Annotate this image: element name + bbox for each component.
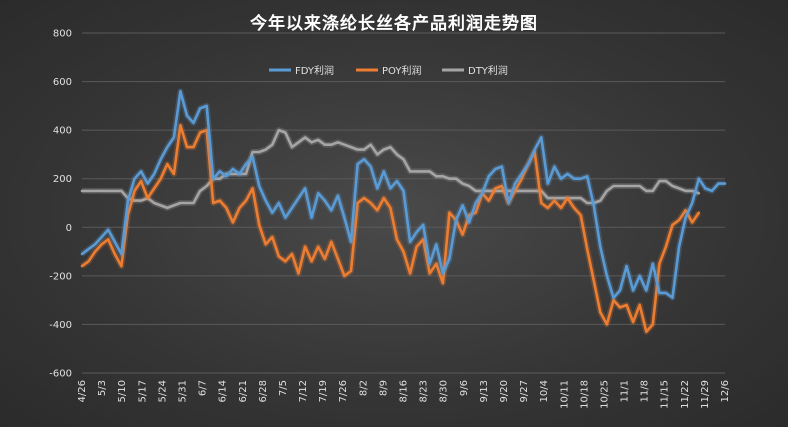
x-tick-label: 10/25 (599, 380, 610, 409)
y-tick-label: -400 (49, 320, 72, 331)
series-line (80, 90, 727, 299)
y-tick-label: -600 (49, 369, 72, 380)
series-lines (80, 88, 727, 335)
x-tick-label: 6/14 (218, 380, 229, 402)
x-tick-label: 11/29 (700, 380, 711, 409)
chart-title: 今年以来涤纶长丝各产品利润走势图 (250, 13, 538, 34)
y-tick-label: -200 (49, 271, 72, 282)
x-tick-label: 8/23 (419, 380, 430, 402)
x-tick-label: 6/7 (198, 380, 209, 396)
series-glow (80, 122, 702, 335)
y-tick-label: 200 (53, 174, 72, 185)
x-axis-ticks: 4/26 5/3 5/10 5/17 5/24 5/31 6/7 6/14 6/21 6/28 7/… (77, 380, 731, 409)
x-tick-label: 9/20 (499, 380, 510, 402)
x-tick-label: 9/27 (519, 380, 530, 402)
x-tick-label: 7/12 (298, 380, 309, 402)
x-tick-label: 10/18 (579, 380, 590, 409)
y-tick-label: 0 (66, 223, 72, 234)
y-axis-ticks: -600 -400 -200 0 200 400 600 800 (49, 29, 72, 380)
x-tick-label: 9/6 (459, 380, 470, 396)
x-tick-label: 8/16 (399, 380, 410, 402)
y-tick-label: 600 (53, 77, 72, 88)
y-tick-label: 400 (53, 126, 72, 137)
legend-label: POY利润 (382, 64, 421, 77)
x-tick-label: 7/5 (278, 380, 289, 396)
x-tick-label: 7/19 (318, 380, 329, 402)
x-tick-label: 8/30 (439, 380, 450, 402)
legend-label: DTY利润 (468, 64, 508, 77)
x-tick-label: 5/24 (157, 380, 168, 402)
x-tick-label: 10/11 (559, 380, 570, 409)
x-tick-label: 11/1 (620, 380, 631, 402)
grid-lines (82, 32, 725, 374)
legend-label: FDY利润 (295, 64, 334, 77)
legend: FDY利润 POY利润 DTY利润 (269, 64, 508, 77)
x-tick-label: 11/22 (680, 380, 691, 409)
y-tick-label: 800 (53, 29, 72, 40)
x-tick-label: 4/26 (77, 380, 88, 402)
x-tick-label: 7/26 (338, 380, 349, 402)
x-tick-label: 6/21 (238, 380, 249, 402)
series-line (80, 124, 701, 333)
x-tick-label: 5/31 (177, 380, 188, 402)
x-tick-label: 5/10 (117, 380, 128, 402)
x-tick-label: 12/6 (720, 380, 731, 402)
x-tick-label: 8/9 (378, 380, 389, 396)
x-tick-label: 8/2 (358, 380, 369, 396)
x-tick-label: 6/28 (258, 380, 269, 402)
x-tick-label: 9/13 (479, 380, 490, 402)
x-tick-label: 5/17 (137, 380, 148, 402)
x-tick-label: 11/8 (640, 380, 651, 402)
x-tick-label: 11/15 (660, 380, 671, 409)
series-line (80, 128, 701, 210)
x-tick-label: 10/4 (539, 380, 550, 402)
x-tick-label: 5/3 (97, 380, 108, 396)
